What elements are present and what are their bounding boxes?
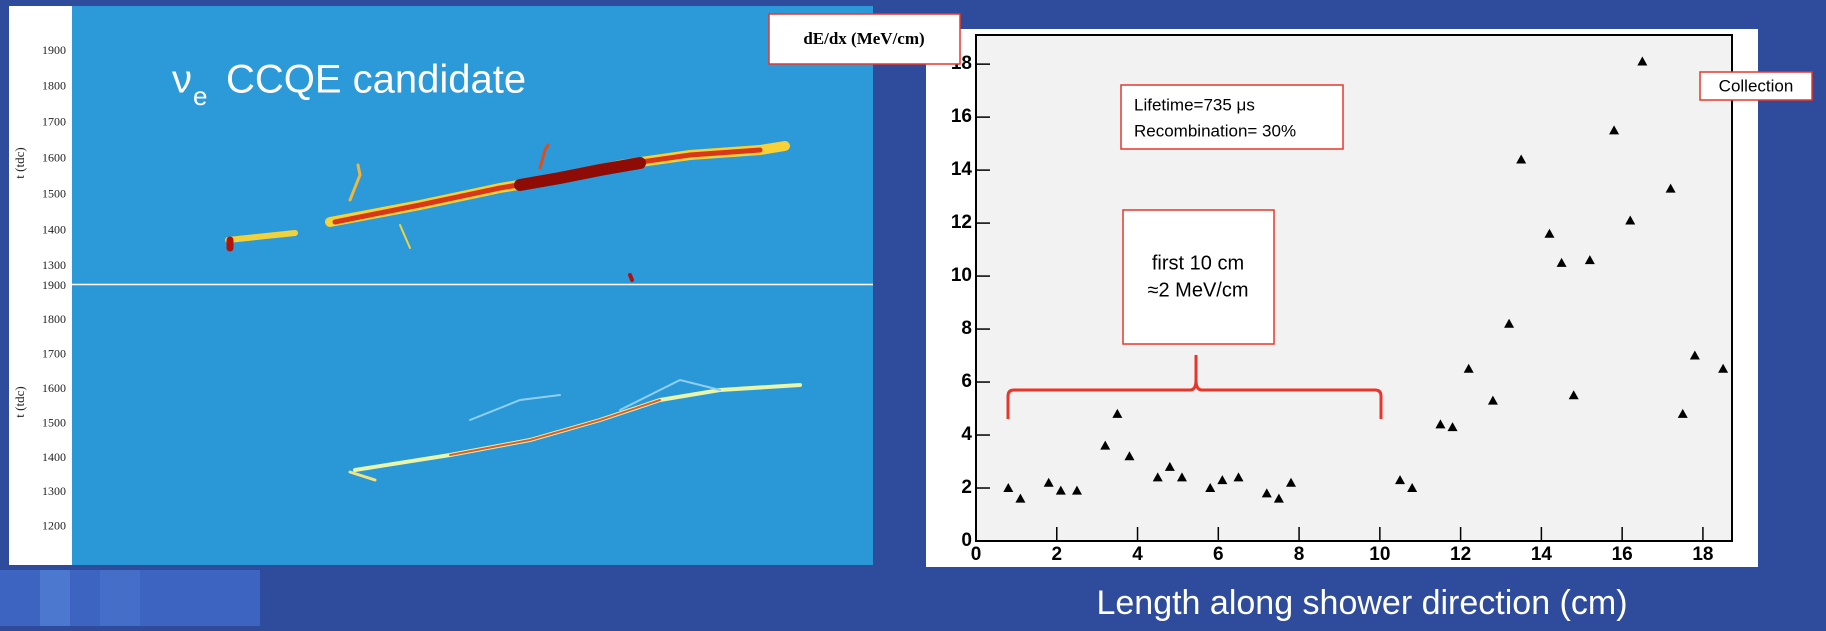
display-tick-label: 1600: [42, 381, 66, 395]
event-axis-label: t (tdc): [12, 147, 27, 178]
display-tick-label: 1700: [42, 115, 66, 129]
annotation: Collection: [1719, 76, 1794, 95]
x-tick-label: 8: [1294, 544, 1305, 565]
x-tick-label: 16: [1612, 544, 1633, 565]
display-tick-label: 1900: [42, 278, 66, 292]
y-tick-label: 10: [951, 265, 972, 286]
y-tick-label: 2: [961, 477, 972, 498]
y-tick-label: 4: [961, 424, 972, 445]
display-tick-label: 1800: [42, 79, 66, 93]
x-tick-label: 6: [1213, 544, 1224, 565]
x-tick-label: 0: [971, 544, 982, 565]
display-tick-label: 1300: [42, 484, 66, 498]
display-tick-label: 1600: [42, 150, 66, 164]
event-title: CCQE candidate: [226, 58, 526, 102]
x-tick-label: 18: [1692, 544, 1713, 565]
y-axis-label: dE/dx (MeV/cm): [803, 29, 924, 48]
y-tick-label: 8: [961, 318, 972, 339]
display-tick-label: 1500: [42, 415, 66, 429]
y-tick-label: 12: [951, 212, 972, 233]
slide: ν e CCQE candidate t (tdc) t (tdc) 0 2 4 6 8…: [0, 0, 1826, 626]
decor-strip: [40, 570, 70, 626]
display-tick-label: 1400: [42, 450, 66, 464]
event-subscript: e: [193, 81, 207, 111]
y-tick-label: 6: [961, 371, 972, 392]
display-panel: [72, 285, 873, 565]
decor-strip: [100, 570, 140, 626]
display-tick-label: 1700: [42, 347, 66, 361]
x-tick-label: 12: [1450, 544, 1471, 565]
annotation: Lifetime=735 μs: [1134, 95, 1255, 114]
annotation: Recombination= 30%: [1134, 121, 1296, 140]
x-tick-label: 10: [1369, 544, 1390, 565]
display-tick-label: 1400: [42, 222, 66, 236]
annotation: first 10 cm: [1152, 252, 1244, 274]
display-tick-label: 1500: [42, 186, 66, 200]
x-tick-label: 4: [1132, 544, 1143, 565]
display-tick-label: 1200: [42, 519, 66, 533]
note-box: [1123, 210, 1274, 344]
display-tick-label: 1800: [42, 312, 66, 326]
plot-frame: [976, 35, 1732, 541]
display-tick-label: 1900: [42, 43, 66, 57]
y-tick-label: 16: [951, 106, 972, 127]
x-axis-label: Length along shower direction (cm): [1096, 584, 1627, 622]
event-axis-label: t (tdc): [12, 386, 27, 417]
annotation: ≈2 MeV/cm: [1148, 279, 1249, 301]
y-tick-label: 14: [951, 159, 973, 180]
event-particle: ν: [172, 58, 192, 102]
display-tick-label: 1300: [42, 258, 66, 272]
x-tick-label: 14: [1531, 544, 1553, 565]
y-tick-label: 0: [961, 530, 972, 551]
display-panel: [72, 6, 873, 284]
x-tick-label: 2: [1051, 544, 1062, 565]
